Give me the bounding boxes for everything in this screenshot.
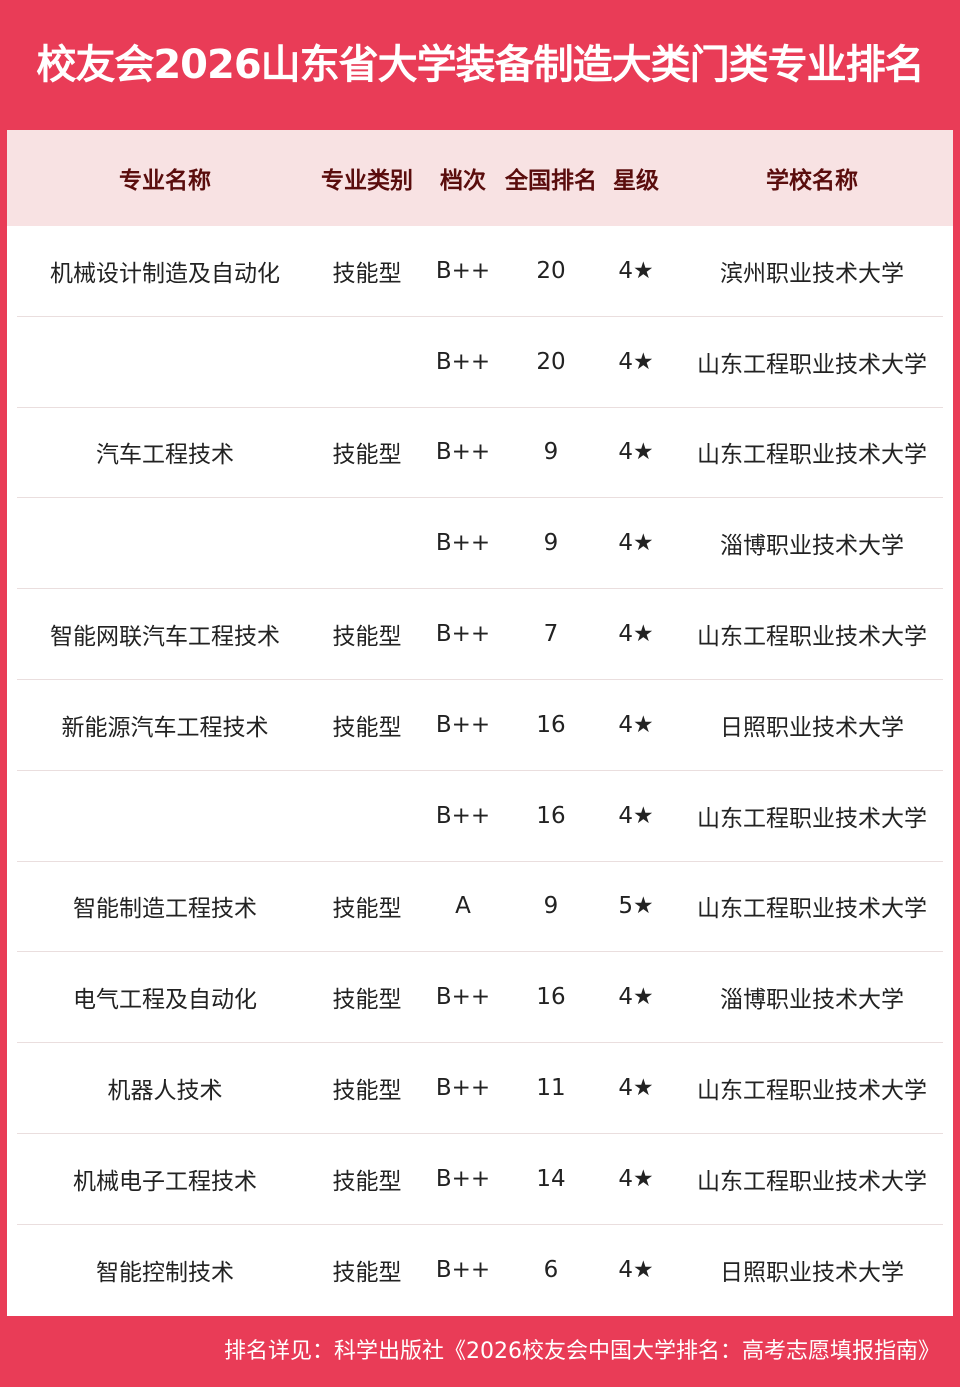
- grade-cell: B++: [435, 439, 491, 466]
- table-row: 智能控制技术 技能型 B++ 6 4★ 日照职业技术大学: [17, 1225, 943, 1316]
- star-level-cell: 4★: [618, 802, 654, 829]
- national-rank-cell: 9: [543, 439, 559, 466]
- national-rank-cell: 9: [543, 530, 559, 557]
- ranking-table: 专业名称 专业类别 档次 全国排名 星级 学校名称 机械设计制造及自动化 技能型 B++ 20 4…: [7, 130, 953, 1316]
- national-rank-cell: 20: [536, 348, 566, 375]
- star-level-cell: 4★: [618, 348, 654, 375]
- star-level-cell: 4★: [618, 711, 654, 738]
- grade-cell: B++: [435, 257, 491, 284]
- school-name-cell: 滨州职业技术大学: [720, 260, 904, 287]
- table-row: 智能制造工程技术 技能型 A 9 5★ 山东工程职业技术大学: [17, 862, 943, 953]
- major-name-cell: 智能控制技术: [96, 1260, 234, 1287]
- major-name-cell: 智能制造工程技术: [73, 896, 257, 923]
- table-row: 机械电子工程技术 技能型 B++ 14 4★ 山东工程职业技术大学: [17, 1134, 943, 1225]
- major-name-cell: 机械电子工程技术: [73, 1168, 257, 1195]
- table-row: 新能源汽车工程技术 技能型 B++ 16 4★ 日照职业技术大学: [17, 680, 943, 771]
- national-rank-cell: 16: [536, 802, 566, 829]
- table-body: 机械设计制造及自动化 技能型 B++ 20 4★ 滨州职业技术大学 B++ 20 4★ 山东工程职…: [7, 226, 953, 1316]
- grade-cell: B++: [435, 984, 491, 1011]
- school-name-cell: 山东工程职业技术大学: [697, 351, 927, 378]
- major-type-cell: 技能型: [332, 1078, 402, 1105]
- national-rank-cell: 16: [536, 984, 566, 1011]
- school-name-cell: 山东工程职业技术大学: [697, 896, 927, 923]
- table-row: B++ 16 4★ 山东工程职业技术大学: [17, 771, 943, 862]
- major-name-cell: 汽车工程技术: [96, 442, 234, 469]
- star-level-cell: 4★: [618, 984, 654, 1011]
- grade-cell: B++: [435, 1257, 491, 1284]
- major-name-cell: [17, 498, 313, 588]
- source-note: 排名详见：科学出版社《2026校友会中国大学排名：高考志愿填报指南》: [224, 1339, 940, 1364]
- header-school-name: 学校名称: [766, 168, 858, 194]
- major-name-cell: 机器人技术: [107, 1078, 223, 1105]
- grade-cell: B++: [435, 530, 491, 557]
- header-national-rank: 全国排名: [505, 168, 597, 194]
- major-type-cell: [313, 317, 421, 407]
- table-row: B++ 20 4★ 山东工程职业技术大学: [17, 317, 943, 408]
- table-row: 汽车工程技术 技能型 B++ 9 4★ 山东工程职业技术大学: [17, 408, 943, 499]
- star-level-cell: 5★: [618, 893, 654, 920]
- national-rank-cell: 9: [543, 893, 559, 920]
- grade-cell: B++: [435, 621, 491, 648]
- grade-cell: A: [455, 893, 471, 920]
- major-type-cell: 技能型: [332, 896, 402, 923]
- table-row: B++ 9 4★ 淄博职业技术大学: [17, 498, 943, 590]
- major-type-cell: 技能型: [332, 624, 402, 651]
- table-row: 机械设计制造及自动化 技能型 B++ 20 4★ 滨州职业技术大学: [17, 226, 943, 317]
- major-type-cell: 技能型: [332, 260, 402, 287]
- header-grade: 档次: [440, 168, 486, 194]
- national-rank-cell: 16: [536, 711, 566, 738]
- school-name-cell: 淄博职业技术大学: [720, 533, 904, 560]
- major-type-cell: 技能型: [332, 1168, 402, 1195]
- school-name-cell: 山东工程职业技术大学: [697, 624, 927, 651]
- school-name-cell: 日照职业技术大学: [720, 714, 904, 741]
- star-level-cell: 4★: [618, 621, 654, 648]
- school-name-cell: 山东工程职业技术大学: [697, 805, 927, 832]
- school-name-cell: 山东工程职业技术大学: [697, 442, 927, 469]
- school-name-cell: 淄博职业技术大学: [720, 987, 904, 1014]
- major-name-cell: [17, 771, 313, 861]
- header-star-level: 星级: [613, 168, 659, 194]
- major-type-cell: 技能型: [332, 1260, 402, 1287]
- star-level-cell: 4★: [618, 530, 654, 557]
- star-level-cell: 4★: [618, 1165, 654, 1192]
- grade-cell: B++: [435, 348, 491, 375]
- table-header: 专业名称 专业类别 档次 全国排名 星级 学校名称: [7, 130, 953, 226]
- grade-cell: B++: [435, 802, 491, 829]
- major-name-cell: 机械设计制造及自动化: [50, 260, 280, 287]
- major-name-cell: 新能源汽车工程技术: [61, 714, 269, 741]
- page-title: 校友会2026山东省大学装备制造大类门类专业排名: [36, 42, 924, 88]
- major-name-cell: 电气工程及自动化: [73, 987, 257, 1014]
- header-major-name: 专业名称: [119, 168, 211, 194]
- major-type-cell: [313, 498, 421, 588]
- major-name-cell: 智能网联汽车工程技术: [50, 624, 280, 651]
- national-rank-cell: 11: [536, 1075, 566, 1102]
- grade-cell: B++: [435, 1165, 491, 1192]
- grade-cell: B++: [435, 1075, 491, 1102]
- star-level-cell: 4★: [618, 257, 654, 284]
- star-level-cell: 4★: [618, 439, 654, 466]
- header-major-type: 专业类别: [321, 168, 413, 194]
- school-name-cell: 日照职业技术大学: [720, 1260, 904, 1287]
- major-type-cell: 技能型: [332, 714, 402, 741]
- grade-cell: B++: [435, 711, 491, 738]
- star-level-cell: 4★: [618, 1075, 654, 1102]
- table-row: 机器人技术 技能型 B++ 11 4★ 山东工程职业技术大学: [17, 1043, 943, 1134]
- major-type-cell: 技能型: [332, 442, 402, 469]
- major-type-cell: [313, 771, 421, 861]
- star-level-cell: 4★: [618, 1257, 654, 1284]
- table-row: 电气工程及自动化 技能型 B++ 16 4★ 淄博职业技术大学: [17, 952, 943, 1044]
- school-name-cell: 山东工程职业技术大学: [697, 1168, 927, 1195]
- national-rank-cell: 6: [543, 1257, 559, 1284]
- national-rank-cell: 7: [543, 621, 559, 648]
- national-rank-cell: 14: [536, 1165, 566, 1192]
- major-name-cell: [17, 317, 313, 407]
- major-type-cell: 技能型: [332, 987, 402, 1014]
- school-name-cell: 山东工程职业技术大学: [697, 1078, 927, 1105]
- table-row: 智能网联汽车工程技术 技能型 B++ 7 4★ 山东工程职业技术大学: [17, 589, 943, 680]
- national-rank-cell: 20: [536, 257, 566, 284]
